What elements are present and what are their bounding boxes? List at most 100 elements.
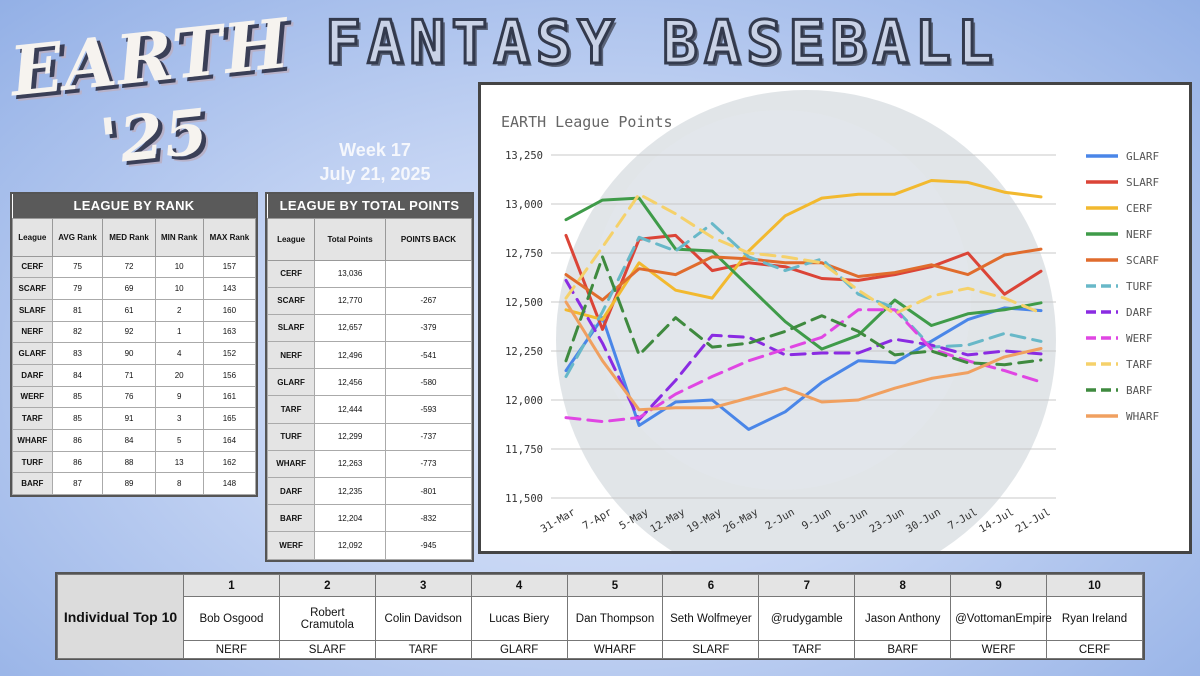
top10-player-name: Jason Anthony [854,596,952,641]
points-value-cell: -541 [384,341,473,370]
x-tick-label: 7-Apr [581,506,614,532]
points-value-cell: 12,496 [314,341,386,370]
rank-value-cell: 88 [102,450,156,474]
rank-col-header: AVG Rank [51,217,104,257]
points-value-cell: 12,770 [314,286,386,315]
individual-top-10-table: Individual Top 10 1 2 3 4 5 6 7 8 9 10 Bob Osgood… [55,572,1145,660]
league-name-cell: CERF [266,259,316,288]
rank-value-cell: 160 [202,298,257,322]
top10-rank: 2 [278,574,376,597]
table-row: WHARF 12,263 -773 [266,449,473,479]
points-col-header: POINTS BACK [384,217,473,261]
top10-player-name: Seth Wolfmeyer [662,596,760,641]
league-by-rank-table: LEAGUE BY RANK League AVG Rank MED Rank MIN… [10,192,258,498]
top10-label: Individual Top 10 [57,574,184,659]
points-value-cell: 12,456 [314,368,386,397]
top10-player-name: Bob Osgood [183,596,280,641]
points-value-cell: -773 [384,449,473,479]
top10-player-name: Colin Davidson [374,596,472,641]
rank-value-cell: 148 [202,472,257,496]
points-value-cell: -593 [384,395,473,424]
rank-value-cell: 5 [154,429,204,452]
rank-value-cell: 152 [202,342,257,365]
league-name-cell: WHARF [266,449,316,479]
table-row: WHARF 86 84 5 164 [12,429,257,452]
rank-col-header: MED Rank [102,217,156,257]
rank-value-cell: 1 [154,320,204,344]
points-value-cell: -801 [384,476,473,506]
table-row: WERF 12,092 -945 [266,531,473,560]
top10-player-team: TARF [758,640,856,659]
league-name-cell: TARF [266,395,316,424]
league-name-cell: CERF [12,255,53,279]
points-value-cell: 12,235 [314,476,386,506]
top10-player-name: Lucas Biery [470,596,568,641]
top10-rank: 5 [566,574,664,597]
legend-label: TARF [1126,358,1153,371]
table-row: SLARF 12,657 -379 [266,313,473,343]
top10-player-team: WERF [950,640,1048,659]
table-row: TARF 12,444 -593 [266,395,473,424]
top10-player-name: @VottomanEmpire [950,596,1052,641]
rank-value-cell: 162 [202,450,257,474]
table-row: NERF 12,496 -541 [266,341,473,370]
rank-value-cell: 165 [202,407,257,430]
rank-value-cell: 83 [51,342,104,365]
top10-rank: 3 [374,574,472,597]
top10-player-team: TARF [374,640,472,659]
series-line-wharf [564,300,1043,412]
y-tick-label: 13,250 [505,150,543,162]
rank-value-cell: 85 [51,385,104,409]
series-line-scarf [564,247,1043,302]
rank-value-cell: 10 [154,277,204,300]
rank-value-cell: 13 [154,450,204,474]
rank-col-header: MIN Rank [154,217,204,257]
rank-value-cell: 4 [154,342,204,365]
rank-value-cell: 84 [51,363,104,387]
league-points-chart: EARTH League Points 13,250 13,000 12,750 12,… [478,82,1192,554]
rank-col-header: MAX Rank [202,217,257,257]
rank-value-cell: 91 [102,407,156,430]
top10-rank: 4 [470,574,568,597]
rank-value-cell: 69 [102,277,156,300]
top10-player-team: SLARF [278,640,376,659]
globe-highlight [591,110,971,490]
table-row: WERF 85 76 9 161 [12,385,257,409]
legend-label: CERF [1126,202,1153,215]
top10-player-team: CERF [1046,640,1143,659]
rank-value-cell: 90 [102,342,156,365]
points-value-cell: 12,299 [314,422,386,451]
rank-value-cell: 163 [202,320,257,344]
y-tick-label: 13,000 [505,199,543,211]
top10-player-name: Dan Thompson [566,596,664,641]
points-col-header: Total Points [314,217,386,261]
rank-value-cell: 20 [154,363,204,387]
top10-player-name: Robert Cramutola [278,596,376,641]
league-name-cell: NERF [266,341,316,370]
week-label: Week 17 [339,140,411,160]
rank-value-cell: 76 [102,385,156,409]
y-tick-label: 12,250 [505,346,543,358]
table-row: TURF 12,299 -737 [266,422,473,451]
top10-player-name: Ryan Ireland [1046,596,1143,641]
rank-value-cell: 75 [51,255,104,279]
chart-title: EARTH League Points [501,113,673,131]
top10-rank: 6 [662,574,760,597]
points-value-cell: 13,036 [314,259,386,288]
league-name-cell: TURF [266,422,316,451]
table-row: SCARF 12,770 -267 [266,286,473,315]
rank-value-cell: 156 [202,363,257,387]
top10-rank: 7 [758,574,856,597]
points-value-cell: -737 [384,422,473,451]
league-name-cell: DARF [12,363,53,387]
rank-value-cell: 79 [51,277,104,300]
league-name-cell: WERF [12,385,53,409]
table-row: DARF 12,235 -801 [266,476,473,506]
table-row: NERF 82 92 1 163 [12,320,257,344]
week-heading: Week 17 July 21, 2025 [290,138,460,186]
points-value-cell: -267 [384,286,473,315]
table-row: CERF 75 72 10 157 [12,255,257,279]
league-name-cell: TURF [12,450,53,474]
legend-label: WERF [1126,332,1153,345]
rank-value-cell: 82 [51,320,104,344]
